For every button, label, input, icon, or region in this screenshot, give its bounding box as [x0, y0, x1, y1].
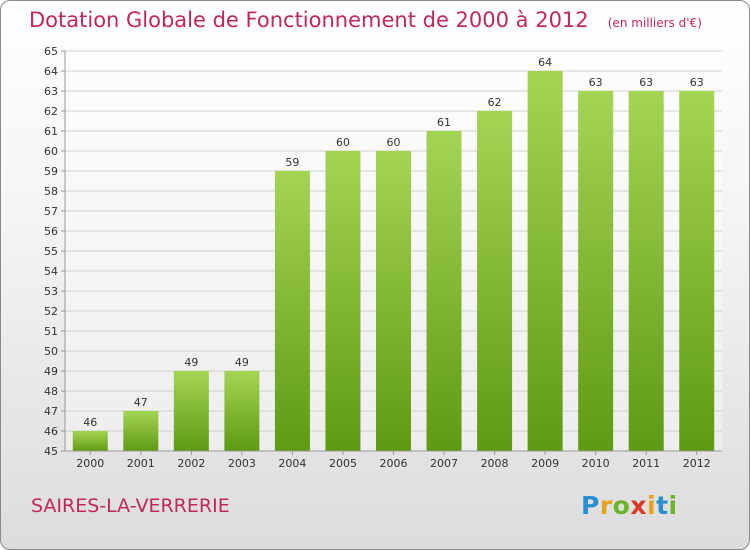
logo-letter: P — [581, 491, 600, 520]
y-tick-label: 65 — [44, 45, 58, 58]
bar — [376, 151, 411, 451]
bar — [426, 131, 462, 451]
bar-value-label: 62 — [488, 96, 502, 109]
y-tick-label: 51 — [44, 325, 58, 338]
bar — [123, 411, 159, 451]
logo-letter: t — [656, 491, 669, 520]
bar-value-label: 60 — [387, 136, 401, 149]
y-tick-label: 45 — [44, 445, 58, 458]
x-tick-label: 2008 — [481, 457, 509, 470]
logo-letter: r — [599, 491, 613, 520]
y-tick-label: 62 — [44, 105, 58, 118]
y-tick-label: 64 — [44, 65, 58, 78]
bar-value-label: 49 — [184, 356, 198, 369]
bar-value-label: 60 — [336, 136, 350, 149]
bar — [679, 91, 715, 451]
x-tick-label: 2009 — [531, 457, 559, 470]
chart-subtitle: (en milliers d'€) — [607, 16, 702, 30]
y-tick-label: 46 — [44, 425, 58, 438]
y-tick-label: 47 — [44, 405, 58, 418]
bar — [325, 151, 361, 451]
x-tick-label: 2012 — [683, 457, 711, 470]
y-tick-label: 49 — [44, 365, 58, 378]
y-tick-label: 60 — [44, 145, 58, 158]
y-tick-label: 54 — [44, 265, 58, 278]
x-tick-label: 2004 — [278, 457, 306, 470]
x-tick-label: 2011 — [632, 457, 660, 470]
bar-value-label: 61 — [437, 116, 451, 129]
bar-value-label: 63 — [690, 76, 704, 89]
bar — [578, 91, 614, 451]
bar-value-label: 64 — [538, 56, 552, 69]
commune-name: SAIRES-LA-VERRERIE — [31, 495, 230, 517]
y-tick-label: 61 — [44, 125, 58, 138]
y-tick-label: 48 — [44, 385, 58, 398]
bar-value-label: 59 — [285, 156, 299, 169]
x-tick-label: 2010 — [582, 457, 610, 470]
bar — [274, 171, 310, 451]
x-tick-label: 2003 — [228, 457, 256, 470]
bar-value-label: 46 — [83, 416, 97, 429]
y-tick-label: 53 — [44, 285, 58, 298]
bar-value-label: 63 — [639, 76, 653, 89]
y-tick-label: 58 — [44, 185, 58, 198]
y-tick-label: 55 — [44, 245, 58, 258]
x-tick-label: 2007 — [430, 457, 458, 470]
chart-title-block: Dotation Globale de Fonctionnement de 20… — [29, 8, 702, 32]
x-tick-label: 2006 — [380, 457, 408, 470]
logo-letter: x — [630, 491, 647, 520]
bar-value-label: 63 — [589, 76, 603, 89]
bar — [173, 371, 209, 451]
bar-value-label: 49 — [235, 356, 249, 369]
y-tick-label: 57 — [44, 205, 58, 218]
y-tick-label: 59 — [44, 165, 58, 178]
logo-letter: o — [612, 491, 631, 520]
y-tick-label: 63 — [44, 85, 58, 98]
y-tick-label: 56 — [44, 225, 58, 238]
bar — [628, 91, 664, 451]
x-tick-label: 2002 — [177, 457, 205, 470]
y-tick-label: 50 — [44, 345, 58, 358]
logo-letter: i — [647, 491, 657, 520]
x-tick-label: 2000 — [76, 457, 104, 470]
y-tick-label: 52 — [44, 305, 58, 318]
bar-value-label: 47 — [134, 396, 148, 409]
bar — [527, 71, 563, 451]
bar — [477, 111, 513, 451]
bar — [224, 371, 260, 451]
bar — [72, 431, 108, 451]
proxiti-logo[interactable]: Proxiti — [581, 491, 678, 520]
chart-title: Dotation Globale de Fonctionnement de 20… — [29, 8, 589, 32]
x-tick-label: 2005 — [329, 457, 357, 470]
logo-letter: i — [668, 491, 678, 520]
x-tick-label: 2001 — [127, 457, 155, 470]
